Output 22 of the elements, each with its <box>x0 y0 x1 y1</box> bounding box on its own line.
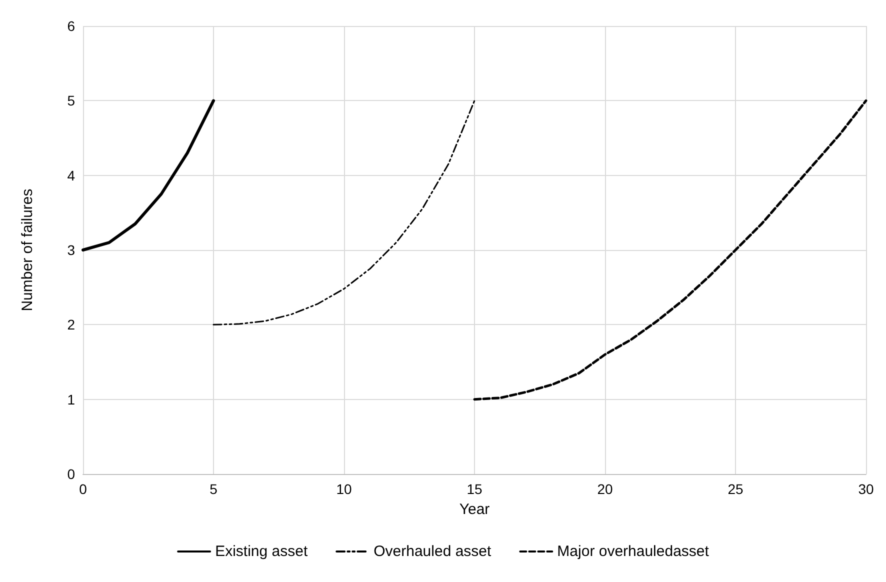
y-tick-label: 6 <box>67 18 76 34</box>
legend-label: Existing asset <box>215 543 308 560</box>
x-tick-label: 20 <box>597 481 613 497</box>
line-series <box>473 99 868 401</box>
x-tick-label: 30 <box>858 481 874 497</box>
y-tick-label: 3 <box>67 242 76 258</box>
x-tick-label: 0 <box>79 481 88 497</box>
line-series <box>82 99 215 252</box>
x-axis-title: Year <box>459 501 490 518</box>
line-series <box>212 100 476 326</box>
x-tick-label: 5 <box>210 481 218 497</box>
y-tick-label: 0 <box>67 466 76 482</box>
y-tick-label: 4 <box>67 167 76 184</box>
x-tick-label: 10 <box>336 481 352 497</box>
legend-label: Major overhauledasset <box>557 543 710 560</box>
y-tick-label: 2 <box>67 316 76 333</box>
x-tick-label: 25 <box>728 481 744 497</box>
legend-label: Overhauled asset <box>374 543 492 560</box>
y-tick-label: 1 <box>67 391 76 408</box>
y-axis-title: Number of failures <box>19 188 36 312</box>
x-tick-label: 15 <box>466 481 482 497</box>
y-tick-label: 5 <box>67 92 76 109</box>
